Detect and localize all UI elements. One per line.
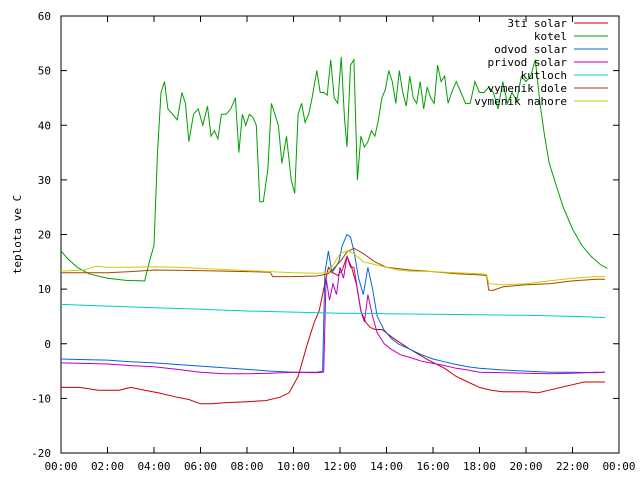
legend-label: vymenik dole (488, 82, 567, 95)
x-tick-label: 16:00 (416, 460, 449, 473)
y-tick-label: 60 (38, 10, 51, 23)
x-tick-label: 20:00 (509, 460, 542, 473)
y-tick-label: 20 (38, 229, 51, 242)
y-tick-label: 0 (44, 338, 51, 351)
x-tick-label: 18:00 (463, 460, 496, 473)
y-tick-label: -10 (31, 392, 51, 405)
legend-label: privod solar (488, 56, 568, 69)
series-line-odvod-solar (60, 233, 606, 374)
x-tick-label: 12:00 (323, 460, 356, 473)
series-line-vymenik-nahore (60, 250, 605, 286)
series-line-vymenik-dole (61, 247, 605, 291)
x-tick-label: 00:00 (602, 460, 635, 473)
legend-label: vymenik nahore (474, 95, 567, 108)
legend-label: 3ti solar (507, 17, 567, 30)
legend-label: odvod solar (494, 43, 567, 56)
x-tick-label: 22:00 (556, 460, 589, 473)
legend-label: kutloch (521, 69, 567, 82)
y-tick-label: 30 (38, 174, 51, 187)
x-tick-label: 00:00 (44, 460, 77, 473)
series-line-privod-solar (60, 256, 605, 375)
series-line-kotel (60, 56, 608, 282)
x-tick-label: 10:00 (277, 460, 310, 473)
series-layer (60, 56, 608, 405)
y-tick-label: 40 (38, 119, 51, 132)
y-tick-label: 10 (38, 283, 51, 296)
series-line-kutloch (60, 303, 606, 318)
y-tick-label: 50 (38, 65, 51, 78)
y-tick-label: -20 (31, 447, 51, 460)
x-tick-label: 04:00 (137, 460, 170, 473)
series-line-3ti-solar (61, 255, 605, 405)
x-tick-label: 06:00 (184, 460, 217, 473)
x-tick-label: 08:00 (230, 460, 263, 473)
x-tick-label: 02:00 (91, 460, 124, 473)
y-axis-label: teplota ve C (11, 195, 24, 274)
x-tick-label: 14:00 (370, 460, 403, 473)
ticks-layer: 00:00 02:00 04:00 06:00 08:00 10:00 12:00 14:00… (31, 10, 635, 473)
legend-label: kotel (534, 30, 567, 43)
